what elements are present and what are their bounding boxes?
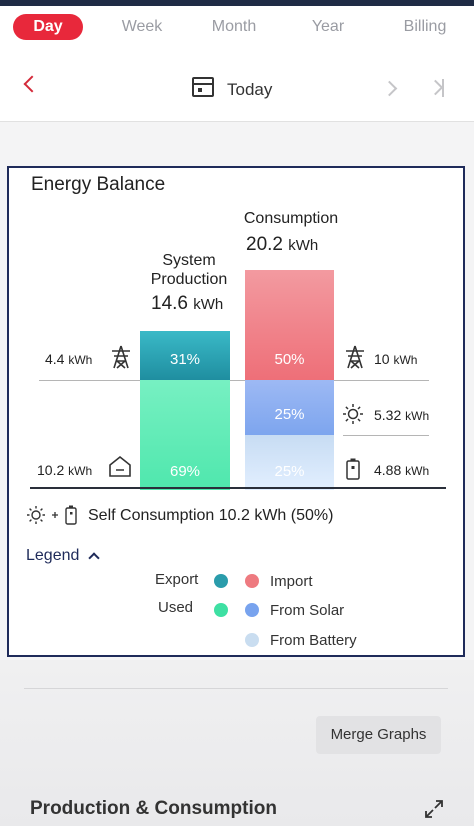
production-label-line2: Production	[150, 271, 228, 288]
bar-solar[interactable]	[245, 380, 334, 435]
divider	[24, 688, 448, 689]
merge-graphs-button[interactable]: Merge Graphs	[316, 716, 441, 754]
calendar-icon[interactable]	[192, 77, 214, 97]
date-label[interactable]: Today	[227, 80, 273, 99]
transmission-tower-icon	[346, 345, 364, 369]
bar-import[interactable]	[245, 270, 334, 380]
tab-year[interactable]: Year	[311, 18, 345, 35]
export-value: 4.4 kWh	[45, 351, 93, 367]
production-label-line1: System	[162, 252, 216, 269]
consumption-total: 20.2 kWh	[246, 234, 319, 255]
tab-day[interactable]: Day	[13, 14, 83, 40]
chevron-right-icon[interactable]	[381, 80, 398, 97]
legend-solar-label: From Solar	[270, 602, 345, 619]
bar-used[interactable]	[140, 380, 230, 490]
date-navigator: Today	[0, 50, 474, 122]
used-percent: 69%	[169, 463, 201, 480]
battery-value: 4.88 kWh	[374, 462, 430, 478]
self-consumption-text: Self Consumption 10.2 kWh (50%)	[88, 507, 334, 524]
tab-month[interactable]: Month	[211, 18, 257, 35]
export-percent: 31%	[169, 351, 201, 368]
bar-export[interactable]	[140, 330, 230, 380]
split-line-right	[343, 435, 429, 436]
legend-battery-label: From Battery	[270, 632, 357, 649]
legend-import-label: Import	[270, 573, 313, 590]
split-line	[39, 380, 429, 381]
tab-week[interactable]: Week	[121, 18, 163, 35]
battery-icon	[346, 458, 360, 480]
import-percent: 50%	[274, 351, 305, 368]
battery-percent: 25%	[274, 463, 305, 480]
transmission-tower-icon	[112, 345, 130, 369]
legend-used-label: Used	[158, 599, 194, 616]
section-title: Production & Consumption	[30, 798, 277, 819]
status-strip	[0, 0, 474, 6]
bar-battery[interactable]	[245, 435, 334, 490]
chart-baseline	[30, 487, 446, 489]
legend-solar-dot	[245, 603, 259, 617]
import-value: 10 kWh	[374, 351, 418, 367]
legend-export-label: Export	[155, 571, 199, 588]
legend-import-dot	[245, 574, 259, 588]
self-consumption-icons	[27, 505, 77, 525]
solar-value: 5.32 kWh	[374, 407, 430, 423]
legend-used-dot	[214, 603, 228, 617]
card-title: Energy Balance	[31, 174, 166, 195]
sun-icon	[343, 404, 363, 424]
tab-billing[interactable]: Billing	[403, 18, 447, 35]
skip-last-icon-bar	[442, 79, 444, 97]
period-tabs: Day Week Month Year Billing	[0, 6, 474, 50]
energy-balance-card: Energy Balance System Production 14.6 kW…	[7, 166, 465, 657]
legend-export-dot	[214, 574, 228, 588]
chevron-up-icon[interactable]	[88, 552, 100, 564]
house-icon	[109, 455, 131, 477]
legend-battery-dot	[245, 633, 259, 647]
expand-icon[interactable]	[424, 799, 444, 819]
consumption-label: Consumption	[243, 210, 339, 227]
skip-last-icon[interactable]	[427, 79, 444, 96]
legend-toggle[interactable]: Legend	[26, 547, 80, 564]
chevron-left-icon[interactable]	[23, 75, 41, 93]
solar-percent: 25%	[274, 406, 305, 423]
used-value: 10.2 kWh	[37, 462, 93, 478]
production-total: 14.6 kWh	[151, 293, 224, 314]
